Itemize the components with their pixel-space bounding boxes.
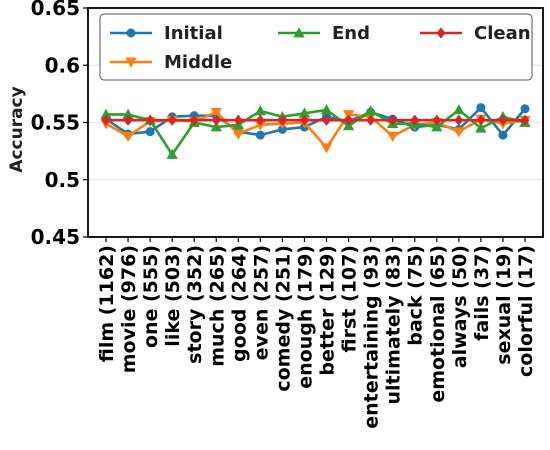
x-tick-label: comedy (251) [272, 245, 294, 392]
y-tick-label: 0.5 [45, 168, 80, 192]
data-point-initial [145, 127, 155, 137]
legend-marker [126, 28, 136, 38]
legend-label: Middle [164, 52, 232, 73]
data-point-middle [210, 107, 222, 119]
data-point-clean [454, 114, 464, 126]
data-point-end [475, 122, 487, 133]
legend-marker [436, 27, 446, 39]
series-layer [100, 103, 531, 159]
x-tick-label: colorful (17) [515, 245, 537, 377]
x-tick-label: much (265) [206, 245, 228, 367]
data-point-middle [320, 143, 333, 154]
data-point-end [453, 104, 465, 115]
legend-item-initial[interactable]: Initial [110, 23, 223, 44]
x-tick-label: story (352) [184, 245, 206, 364]
data-point-initial [476, 103, 486, 113]
data-point-clean [366, 114, 376, 126]
y-axis-label: Accuracy [7, 86, 27, 172]
y-tick-label: 0.55 [31, 111, 80, 135]
data-point-clean [233, 114, 243, 126]
data-point-end [320, 104, 333, 115]
data-point-initial [520, 104, 530, 114]
x-tick-label: back (75) [405, 245, 427, 346]
y-axis-ticks: 0.45 0.5 0.55 0.6 0.65 [31, 0, 88, 249]
data-point-clean [123, 114, 133, 126]
data-point-clean [498, 114, 508, 126]
x-tick-label: one (555) [140, 245, 162, 348]
data-point-clean [344, 114, 354, 126]
data-point-clean [189, 114, 199, 126]
legend[interactable]: Initial End Clean Middle [99, 13, 533, 81]
data-point-clean [476, 114, 486, 126]
x-tick-label: good (264) [228, 245, 250, 362]
data-point-clean [410, 114, 420, 126]
data-point-clean [145, 114, 155, 126]
x-tick-label: always (50) [449, 245, 471, 368]
data-point-initial [255, 130, 265, 140]
plot-frame [87, 7, 544, 238]
data-point-middle [122, 131, 134, 143]
x-tick-label: first (107) [339, 245, 361, 353]
y-tick-label: 0.65 [31, 0, 80, 20]
data-point-clean [277, 114, 287, 126]
legend-item-clean[interactable]: Clean [420, 23, 531, 44]
x-tick-label: entertaining (93) [361, 245, 383, 429]
legend-label: Initial [164, 23, 223, 44]
data-point-middle [387, 131, 399, 143]
legend-item-middle[interactable]: Middle [110, 52, 232, 73]
x-tick-label: fails (37) [471, 245, 493, 341]
legend-box [99, 13, 533, 81]
legend-label: Clean [474, 23, 531, 44]
series-end [100, 104, 531, 159]
data-point-clean [211, 114, 221, 126]
data-point-clean [101, 114, 111, 126]
x-tick-label: like (503) [162, 245, 184, 347]
data-point-middle [232, 129, 244, 140]
data-point-initial [498, 130, 508, 140]
x-tick-label: film (1162) [96, 245, 118, 362]
x-axis-ticks: film (1162) movie (976) one (555) like (503… [96, 237, 537, 429]
data-point-clean [322, 114, 332, 126]
x-tick-label: sexual (19) [493, 245, 515, 365]
legend-label: End [332, 23, 370, 44]
legend-marker [125, 57, 137, 68]
legend-item-end[interactable]: End [278, 23, 370, 44]
series-clean [101, 114, 530, 126]
data-point-end [166, 148, 178, 159]
y-tick-label: 0.6 [45, 53, 80, 77]
data-point-end [431, 121, 443, 132]
x-tick-label: ultimately (83) [383, 245, 405, 405]
y-tick-label: 0.45 [31, 225, 80, 249]
data-point-clean [255, 114, 265, 126]
data-point-middle [453, 127, 465, 138]
data-point-end [254, 105, 267, 116]
x-tick-label: enough (179) [294, 245, 316, 389]
legend-marker [293, 27, 305, 38]
x-tick-label: even (257) [250, 245, 272, 360]
data-point-clean [388, 114, 398, 126]
data-point-clean [520, 114, 530, 126]
data-point-end [210, 121, 222, 132]
data-point-clean [167, 114, 177, 126]
x-tick-label: better (129) [317, 245, 339, 376]
x-tick-label: emotional (65) [427, 245, 449, 403]
data-point-clean [299, 114, 309, 126]
x-tick-label: movie (976) [118, 245, 140, 373]
data-point-clean [432, 114, 442, 126]
